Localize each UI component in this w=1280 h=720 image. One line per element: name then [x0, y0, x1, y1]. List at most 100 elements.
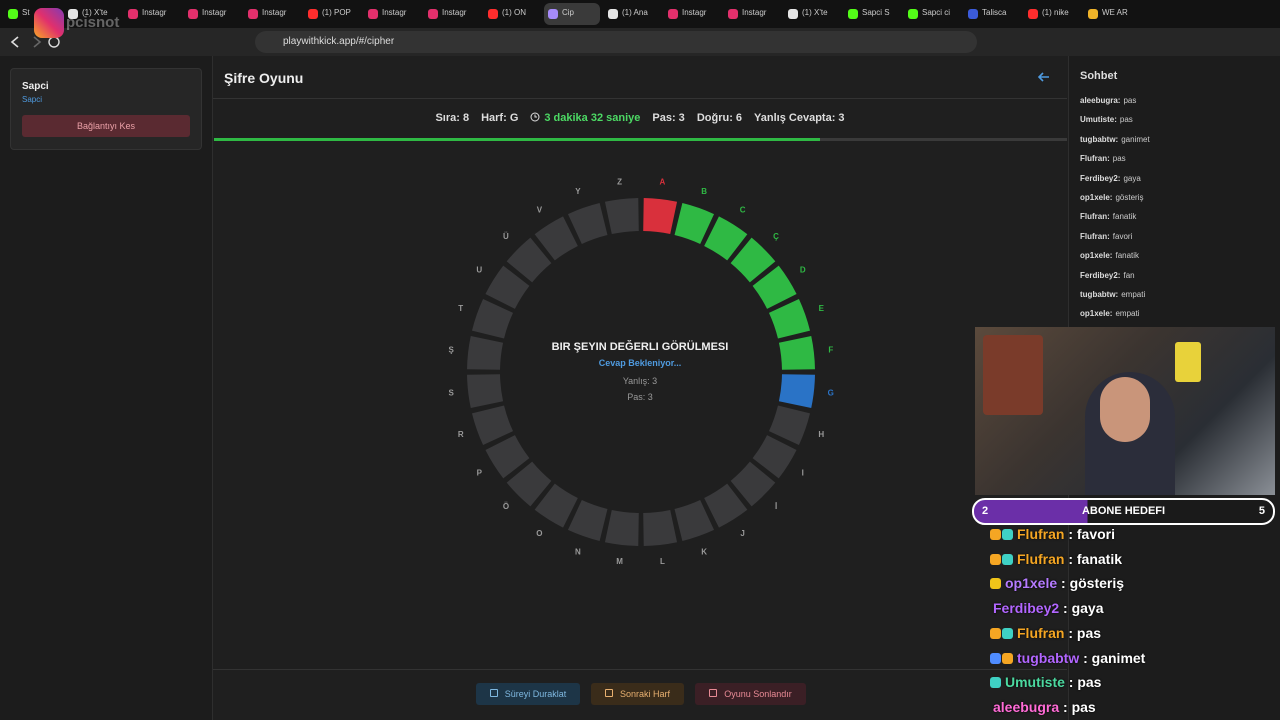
user-link[interactable]: Sapci — [22, 95, 43, 104]
letter-label: S — [449, 388, 455, 397]
letter-segment — [674, 202, 715, 245]
stream-text: : pas — [1059, 698, 1096, 715]
chat-title: Sohbet — [1080, 70, 1118, 82]
tab-icon — [368, 9, 378, 19]
address-bar: playwithkick.app/#/cipher — [0, 28, 1280, 56]
tab[interactable]: Instagr — [184, 3, 240, 25]
progress-track — [214, 138, 1067, 141]
tab[interactable]: Talisca — [964, 3, 1020, 25]
badge — [990, 677, 1001, 689]
tab-icon — [908, 9, 918, 19]
letter-label: K — [701, 547, 707, 556]
tab[interactable]: WE AR — [1084, 3, 1140, 25]
action-button[interactable]: Oyunu Sonlandır — [695, 683, 806, 705]
tab-label: Instagr — [262, 8, 287, 17]
letter-label: F — [828, 346, 833, 355]
chat-message: Flufran: pas — [1080, 154, 1126, 163]
letter-segment — [471, 298, 514, 339]
stream-text: : pas — [1064, 674, 1102, 691]
chat-text: fanatik — [1112, 212, 1137, 222]
stream-user: tugbabtw — [1017, 649, 1080, 666]
letter-segment — [768, 405, 811, 446]
divider — [213, 98, 1067, 99]
chat-user: aleebugra: — [1080, 96, 1121, 105]
letter-segment — [643, 509, 678, 546]
letter-label: D — [800, 265, 806, 274]
stream-text: : favori — [1064, 526, 1116, 542]
letter-segment — [467, 335, 504, 370]
stream-text: : pas — [1064, 624, 1102, 641]
tab[interactable]: (1) ON — [484, 3, 540, 25]
webcam-rug — [983, 335, 1043, 415]
chat-user: tugbabtw: — [1080, 134, 1119, 144]
letter-segment — [752, 265, 797, 309]
tab[interactable]: Instagr — [364, 3, 420, 25]
letter-segment — [534, 216, 578, 261]
timer: 3 dakika 32 saniye — [530, 112, 640, 124]
tab[interactable]: Sapci S — [844, 3, 900, 25]
tab-label: WE AR — [1102, 8, 1128, 17]
tab-icon — [848, 9, 858, 19]
tab[interactable]: (1) POP — [304, 3, 360, 25]
tab[interactable]: St — [4, 3, 60, 25]
badge — [990, 652, 1001, 664]
action-button[interactable]: Sonraki Harf — [591, 683, 684, 705]
chat-text: empati — [1121, 290, 1146, 299]
url[interactable]: playwithkick.app/#/cipher — [283, 36, 395, 47]
letter-segment — [704, 483, 748, 528]
stats-row: Sıra: 8 Harf: G 3 dakika 32 saniye Pas: 3 Do… — [213, 112, 1067, 124]
clue: BIR ŞEYIN DEĞERLI GÖRÜLMESI — [551, 341, 729, 353]
letter-segment — [471, 405, 514, 446]
tab-icon — [68, 9, 78, 19]
clock-icon — [530, 112, 540, 122]
letter-segment — [485, 265, 530, 309]
tab[interactable]: Sapci ci — [904, 3, 960, 25]
disconnect-button[interactable]: Bağlantıyı Kes — [22, 115, 190, 137]
stream-message: Flufran : pas — [990, 625, 1101, 641]
tab-label: Cip — [562, 8, 575, 17]
tab[interactable]: Instagr — [724, 3, 780, 25]
webcam — [975, 327, 1275, 495]
tab[interactable]: (1) X'te — [784, 3, 840, 25]
stat: Pas: 3 — [652, 112, 685, 124]
letter-segment — [778, 374, 815, 409]
letter-segment — [643, 198, 678, 235]
chat-message: Flufran: fanatik — [1080, 212, 1136, 221]
url-field[interactable] — [255, 31, 977, 53]
tab[interactable]: Instagr — [424, 3, 480, 25]
sub-goal-bar: 2 ABONE HEDEFI 5 — [972, 498, 1275, 525]
back-arrow[interactable] — [1037, 71, 1051, 83]
action-button[interactable]: Süreyi Duraklat — [476, 683, 580, 705]
tab-label: Talisca — [982, 8, 1007, 17]
tab[interactable]: Cip — [544, 3, 600, 25]
stream-message: Flufran : favori — [990, 526, 1115, 542]
letter-label: A — [659, 177, 665, 186]
letter-label: B — [701, 187, 707, 196]
letter-segment — [534, 483, 578, 528]
letter-label: V — [537, 205, 543, 214]
tab-label: (1) POP — [322, 8, 351, 17]
chat-user: Umutiste: — [1080, 115, 1117, 125]
tab-bar: St (1) X'te Instagr Instagr Instagr (1) POP In… — [0, 0, 1280, 28]
chat-text: ganimet — [1121, 134, 1150, 144]
tab[interactable]: Instagr — [244, 3, 300, 25]
letter-segment — [730, 237, 776, 283]
tab-label: Instagr — [142, 8, 167, 17]
tab[interactable]: Instagr — [664, 3, 720, 25]
tab-icon — [308, 9, 318, 19]
watermark: pcisnot — [66, 14, 120, 31]
letter-segment — [485, 435, 530, 479]
letter-label: L — [660, 557, 665, 566]
tab[interactable]: Instagr — [124, 3, 180, 25]
tab[interactable]: (1) nike — [1024, 3, 1080, 25]
pass-count: Pas: 3 — [627, 392, 653, 402]
tab[interactable]: (1) Ana — [604, 3, 660, 25]
game-title: Şifre Oyunu — [224, 70, 304, 86]
chat-text: fan — [1123, 270, 1135, 280]
tab[interactable]: (1) X'te — [64, 3, 120, 25]
tab-icon — [548, 9, 558, 19]
tab-icon — [968, 9, 978, 19]
letter-segment — [567, 499, 608, 542]
badge — [990, 627, 1001, 639]
chat-text: fanatik — [1115, 251, 1140, 261]
